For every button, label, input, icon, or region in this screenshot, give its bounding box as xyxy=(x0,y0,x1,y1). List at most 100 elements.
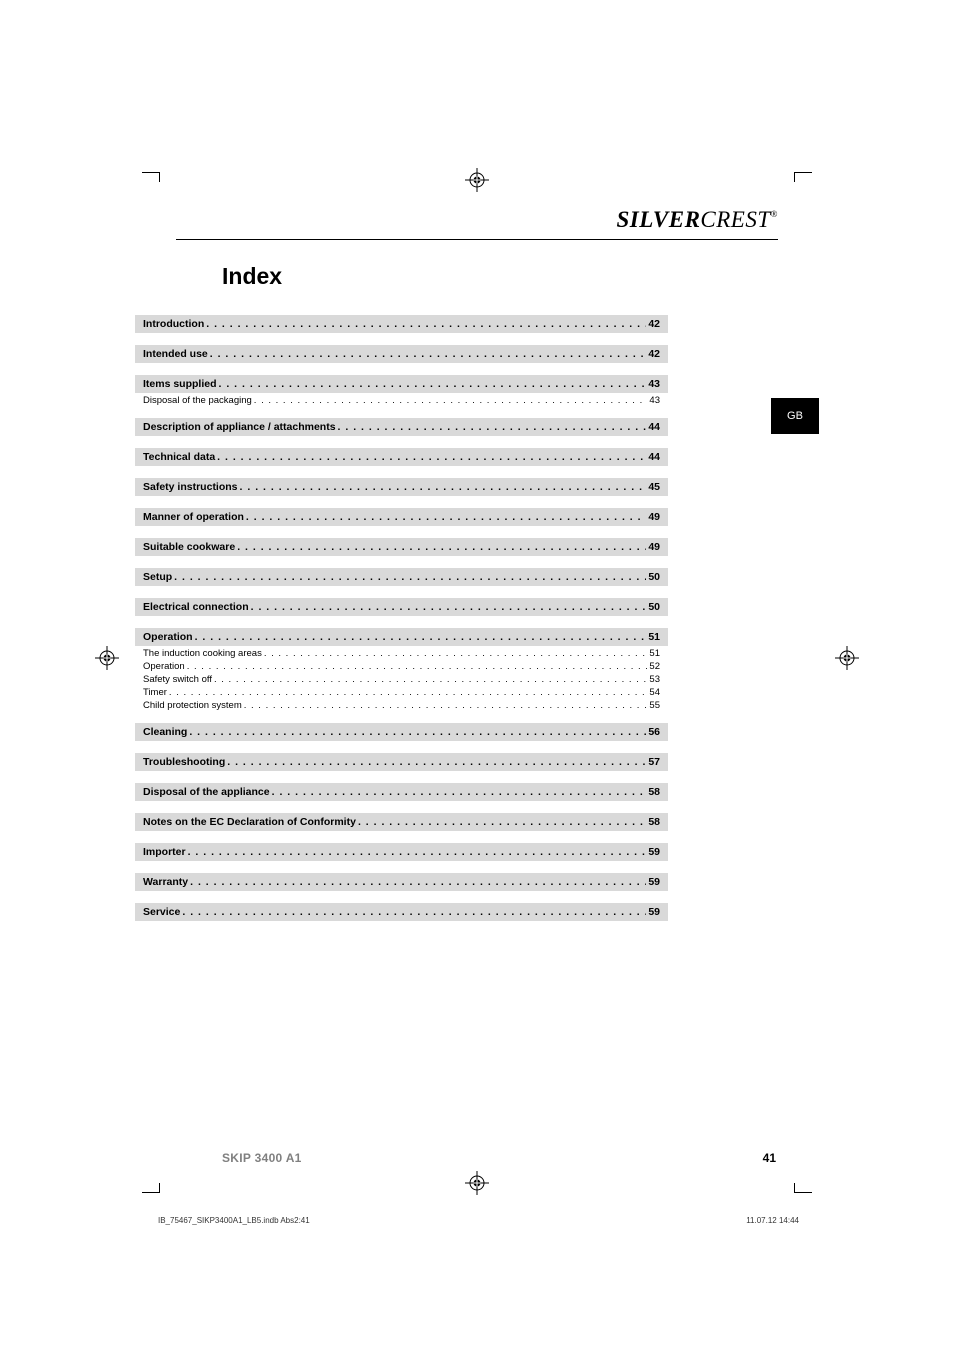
toc-entry-label: Notes on the EC Declaration of Conformit… xyxy=(143,816,356,828)
toc-entry-label: Operation xyxy=(143,661,185,672)
toc-entry-page: 51 xyxy=(649,648,660,659)
toc-main-row: Introduction 42 xyxy=(135,314,668,334)
toc-main-row: Intended use 42 xyxy=(135,344,668,364)
toc-entry-label: Manner of operation xyxy=(143,511,244,523)
toc-leader-dots xyxy=(174,571,646,583)
toc-entry-label: Cleaning xyxy=(143,726,187,738)
brand-first: SILVER xyxy=(616,207,700,232)
toc-main-row: Electrical connection 50 xyxy=(135,597,668,617)
footer-model: SKIP 3400 A1 xyxy=(222,1151,302,1165)
language-tab-label: GB xyxy=(787,410,803,422)
toc-leader-dots xyxy=(358,816,646,828)
toc-entry-label: The induction cooking areas xyxy=(143,648,262,659)
toc-entry-page: 45 xyxy=(648,481,660,493)
print-footer-right: 11.07.12 14:44 xyxy=(746,1216,799,1225)
toc-entry-page: 44 xyxy=(648,421,660,433)
toc-leader-dots xyxy=(251,601,647,613)
toc-main-row: Service 59 xyxy=(135,902,668,922)
toc-entry-label: Safety instructions xyxy=(143,481,238,493)
table-of-contents: Introduction 42 Intended use 42 Items suppli… xyxy=(135,314,668,922)
toc-entry-page: 57 xyxy=(648,756,660,768)
toc-entry-label: Operation xyxy=(143,631,193,643)
page-title: Index xyxy=(222,263,282,290)
toc-leader-dots xyxy=(237,541,646,553)
toc-leader-dots xyxy=(217,451,646,463)
toc-leader-dots xyxy=(219,378,647,390)
toc-entry-page: 50 xyxy=(648,601,660,613)
toc-leader-dots xyxy=(227,756,646,768)
toc-entry-page: 54 xyxy=(649,687,660,698)
toc-sub-row: Disposal of the packaging 43 xyxy=(135,394,668,407)
toc-main-row: Description of appliance / attachments 44 xyxy=(135,417,668,437)
toc-sub-row: Child protection system55 xyxy=(135,699,668,712)
toc-leader-dots xyxy=(272,786,647,798)
toc-leader-dots xyxy=(188,846,647,858)
registration-mark-left xyxy=(95,646,119,670)
toc-entry-page: 59 xyxy=(648,876,660,888)
toc-leader-dots xyxy=(182,906,646,918)
print-footer-left: IB_75467_SIKP3400A1_LB5.indb Abs2:41 xyxy=(158,1216,310,1225)
toc-leader-dots xyxy=(190,876,646,888)
toc-sub-row: The induction cooking areas 51 xyxy=(135,647,668,660)
toc-leader-dots xyxy=(214,674,647,685)
toc-main-row: Safety instructions 45 xyxy=(135,477,668,497)
toc-leader-dots xyxy=(210,348,647,360)
crop-mark-br xyxy=(794,1192,812,1210)
toc-leader-dots xyxy=(246,511,646,523)
toc-entry-label: Child protection system xyxy=(143,700,242,711)
toc-entry-page: 51 xyxy=(648,631,660,643)
brand-logo: SILVERCREST® xyxy=(616,207,778,233)
toc-entry-label: Service xyxy=(143,906,180,918)
toc-entry-label: Setup xyxy=(143,571,172,583)
toc-entry-page: 43 xyxy=(648,378,660,390)
brand-second: CREST xyxy=(700,207,770,232)
crop-mark-tl xyxy=(142,155,160,173)
brand-reg: ® xyxy=(771,209,778,219)
toc-leader-dots xyxy=(169,687,648,698)
toc-entry-page: 43 xyxy=(649,395,660,406)
toc-main-row: Notes on the EC Declaration of Conformit… xyxy=(135,812,668,832)
toc-leader-dots xyxy=(187,661,648,672)
toc-leader-dots xyxy=(240,481,647,493)
language-tab: GB xyxy=(771,398,819,434)
toc-entry-label: Suitable cookware xyxy=(143,541,235,553)
toc-entry-label: Disposal of the packaging xyxy=(143,395,252,406)
toc-leader-dots xyxy=(189,726,646,738)
registration-mark-top xyxy=(465,168,489,192)
registration-mark-right xyxy=(835,646,859,670)
toc-main-row: Warranty59 xyxy=(135,872,668,892)
toc-main-row: Technical data44 xyxy=(135,447,668,467)
toc-entry-page: 53 xyxy=(649,674,660,685)
toc-sub-row: Timer 54 xyxy=(135,686,668,699)
registration-mark-bottom xyxy=(465,1171,489,1195)
toc-entry-page: 42 xyxy=(648,348,660,360)
toc-leader-dots xyxy=(195,631,647,643)
toc-main-row: Disposal of the appliance58 xyxy=(135,782,668,802)
toc-entry-page: 44 xyxy=(648,451,660,463)
toc-entry-page: 59 xyxy=(648,846,660,858)
crop-mark-bl xyxy=(142,1192,160,1210)
toc-leader-dots xyxy=(206,318,646,330)
toc-leader-dots xyxy=(244,700,648,711)
toc-main-row: Cleaning56 xyxy=(135,722,668,742)
toc-leader-dots xyxy=(264,648,648,659)
toc-main-row: Troubleshooting 57 xyxy=(135,752,668,772)
toc-entry-label: Items supplied xyxy=(143,378,217,390)
toc-main-row: Setup50 xyxy=(135,567,668,587)
toc-entry-page: 49 xyxy=(648,511,660,523)
footer-page-number: 41 xyxy=(763,1151,776,1165)
toc-entry-page: 59 xyxy=(648,906,660,918)
toc-entry-label: Troubleshooting xyxy=(143,756,225,768)
toc-leader-dots xyxy=(254,395,648,406)
toc-main-row: Operation 51 xyxy=(135,627,668,647)
toc-entry-label: Electrical connection xyxy=(143,601,249,613)
toc-entry-label: Introduction xyxy=(143,318,204,330)
toc-leader-dots xyxy=(338,421,647,433)
toc-main-row: Manner of operation 49 xyxy=(135,507,668,527)
toc-entry-label: Timer xyxy=(143,687,167,698)
toc-entry-page: 42 xyxy=(648,318,660,330)
toc-entry-page: 52 xyxy=(649,661,660,672)
toc-entry-page: 58 xyxy=(648,786,660,798)
toc-entry-label: Intended use xyxy=(143,348,208,360)
toc-entry-label: Description of appliance / attachments xyxy=(143,421,336,433)
